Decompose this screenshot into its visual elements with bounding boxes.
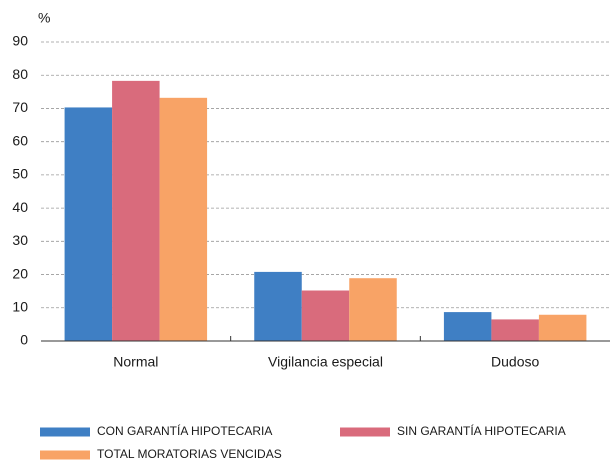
x-tick-label: Vigilancia especial (268, 354, 383, 370)
bar (159, 97, 208, 342)
y-tick-label: 10 (12, 298, 28, 314)
y-tick-label: 90 (12, 33, 28, 49)
bar (349, 278, 397, 341)
legend-swatch (340, 427, 390, 437)
y-tick-label: 20 (12, 265, 28, 281)
y-tick-label: 70 (12, 99, 28, 115)
y-tick-label: 80 (12, 66, 28, 82)
bar (254, 271, 302, 341)
legend-label: TOTAL MORATORIAS VENCIDAS (97, 447, 282, 461)
bar (538, 314, 587, 341)
bar (301, 290, 350, 341)
legend-label: CON GARANTÍA HIPOTECARIA (97, 423, 272, 438)
x-tick-label: Normal (113, 354, 158, 370)
bar (491, 319, 539, 341)
legend-label: SIN GARANTÍA HIPOTECARIA (397, 423, 566, 438)
bar (443, 312, 492, 341)
y-axis-label: % (38, 10, 50, 26)
bar (112, 80, 160, 342)
bar (64, 107, 113, 341)
y-tick-label: 60 (12, 132, 28, 148)
legend-swatch (40, 427, 90, 437)
y-tick-label: 30 (12, 232, 28, 248)
y-tick-label: 0 (20, 332, 28, 348)
x-tick-label: Dudoso (491, 354, 539, 370)
y-tick-label: 50 (12, 166, 28, 182)
legend-swatch (40, 450, 90, 460)
y-tick-label: 40 (12, 199, 28, 215)
